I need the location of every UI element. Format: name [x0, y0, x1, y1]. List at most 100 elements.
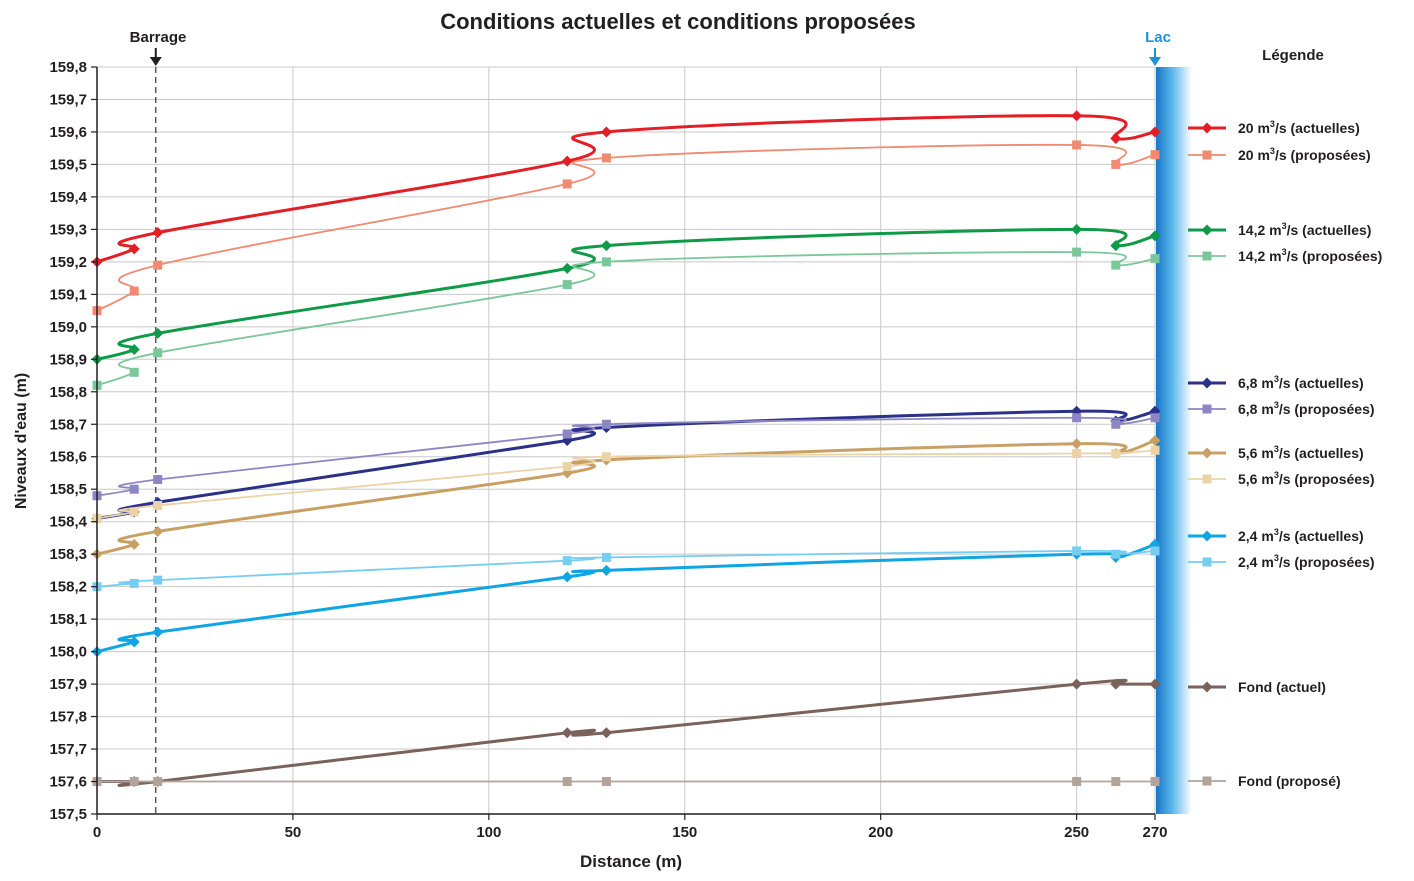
series-line [96, 543, 1156, 654]
axes: 157,5 157,6 157,7 157,8 157,9 158,0 158,1 158,2… [49, 59, 1167, 841]
series-line [96, 409, 1156, 520]
data-point-square [153, 260, 163, 270]
data-point-diamond [1201, 530, 1213, 542]
data-point-square [601, 452, 611, 462]
data-point-diamond [1071, 223, 1083, 235]
data-point-diamond [1110, 132, 1122, 144]
barrage-label: Barrage [130, 29, 187, 46]
legend-label: 6,8 m3/s (actuelles) [1238, 374, 1364, 391]
data-point-square [129, 578, 139, 588]
data-point-square [153, 474, 163, 484]
data-point-diamond [152, 327, 164, 339]
legend-label: 14,2 m3/s (actuelles) [1238, 221, 1371, 238]
data-point-square [1111, 260, 1121, 270]
series-line [96, 439, 1156, 556]
legend-label: 2,4 m3/s (proposées) [1238, 553, 1375, 570]
legend-item: 14,2 m3/s (proposées) [1188, 247, 1382, 264]
series-7 [92, 445, 1160, 523]
barrage-annotation [149, 48, 1161, 814]
series-line [96, 549, 1156, 588]
series-2 [91, 223, 1161, 365]
series-line [96, 251, 1156, 387]
y-tick-label: 158,3 [49, 546, 87, 563]
data-point-square [562, 556, 572, 566]
data-point-diamond [128, 344, 140, 356]
data-point-square [1202, 557, 1212, 567]
data-point-diamond [128, 243, 140, 255]
data-point-diamond [600, 240, 612, 252]
data-point-square [1202, 474, 1212, 484]
barrage-arrow-icon [149, 57, 162, 66]
y-tick-label: 157,8 [49, 709, 87, 726]
data-point-square [129, 484, 139, 494]
y-tick-label: 159,0 [49, 319, 87, 336]
data-point-square [1072, 448, 1082, 458]
legend: 20 m3/s (actuelles) 20 m3/s (proposées) 14… [1188, 119, 1382, 789]
y-tick-label: 158,5 [49, 481, 87, 498]
data-point-square [601, 153, 611, 163]
x-tick-label: 50 [285, 824, 302, 841]
y-tick-label: 157,7 [49, 741, 87, 758]
x-tick-label: 0 [93, 824, 101, 841]
data-point-diamond [152, 525, 164, 537]
y-tick-label: 158,4 [49, 514, 87, 531]
y-tick-label: 158,1 [49, 611, 87, 628]
data-point-square [1150, 150, 1160, 160]
series-1 [92, 140, 1160, 316]
data-point-square [1150, 777, 1160, 787]
data-point-square [562, 280, 572, 290]
x-tick-label: 270 [1142, 824, 1167, 841]
data-point-diamond [600, 564, 612, 576]
y-tick-label: 159,2 [49, 254, 87, 271]
data-point-square [562, 461, 572, 471]
data-point-diamond [1149, 126, 1161, 138]
legend-label: Fond (proposé) [1238, 773, 1341, 789]
data-point-square [1150, 254, 1160, 264]
data-point-square [562, 429, 572, 439]
y-axis-label: Niveaux d'eau (m) [13, 373, 30, 509]
y-tick-label: 158,0 [49, 644, 87, 661]
data-point-square [129, 367, 139, 377]
series-line [96, 143, 1156, 312]
series-6 [91, 435, 1161, 560]
legend-label: 5,6 m3/s (actuelles) [1238, 444, 1364, 461]
legend-item: 20 m3/s (actuelles) [1188, 119, 1360, 136]
y-tick-label: 158,8 [49, 384, 87, 401]
data-point-square [1202, 251, 1212, 261]
data-point-square [1111, 159, 1121, 169]
data-point-square [129, 507, 139, 517]
y-tick-label: 158,2 [49, 579, 87, 596]
data-point-diamond [600, 126, 612, 138]
data-point-square [1150, 413, 1160, 423]
data-point-square [1111, 448, 1121, 458]
data-point-diamond [1201, 447, 1213, 459]
legend-item: 14,2 m3/s (actuelles) [1188, 221, 1371, 238]
data-point-diamond [1110, 678, 1122, 690]
data-point-square [601, 777, 611, 787]
data-point-diamond [1149, 678, 1161, 690]
data-point-square [153, 777, 163, 787]
legend-item: Fond (actuel) [1188, 679, 1326, 695]
data-point-square [153, 500, 163, 510]
data-point-diamond [152, 227, 164, 239]
series-0 [91, 110, 1161, 268]
legend-item: 20 m3/s (proposées) [1188, 146, 1371, 163]
data-point-square [1111, 549, 1121, 559]
data-point-diamond [1071, 678, 1083, 690]
lac-label: Lac [1145, 29, 1171, 46]
legend-label: 14,2 m3/s (proposées) [1238, 247, 1382, 264]
data-point-square [1111, 777, 1121, 787]
series-10 [91, 678, 1161, 788]
data-point-diamond [561, 727, 573, 739]
data-point-diamond [1071, 110, 1083, 122]
data-point-square [153, 575, 163, 585]
y-tick-label: 157,6 [49, 774, 87, 791]
legend-title: Légende [1262, 47, 1324, 64]
y-tick-label: 159,6 [49, 124, 87, 141]
x-tick-label: 250 [1064, 824, 1089, 841]
data-point-square [1072, 777, 1082, 787]
data-point-square [562, 777, 572, 787]
data-point-diamond [1149, 230, 1161, 242]
